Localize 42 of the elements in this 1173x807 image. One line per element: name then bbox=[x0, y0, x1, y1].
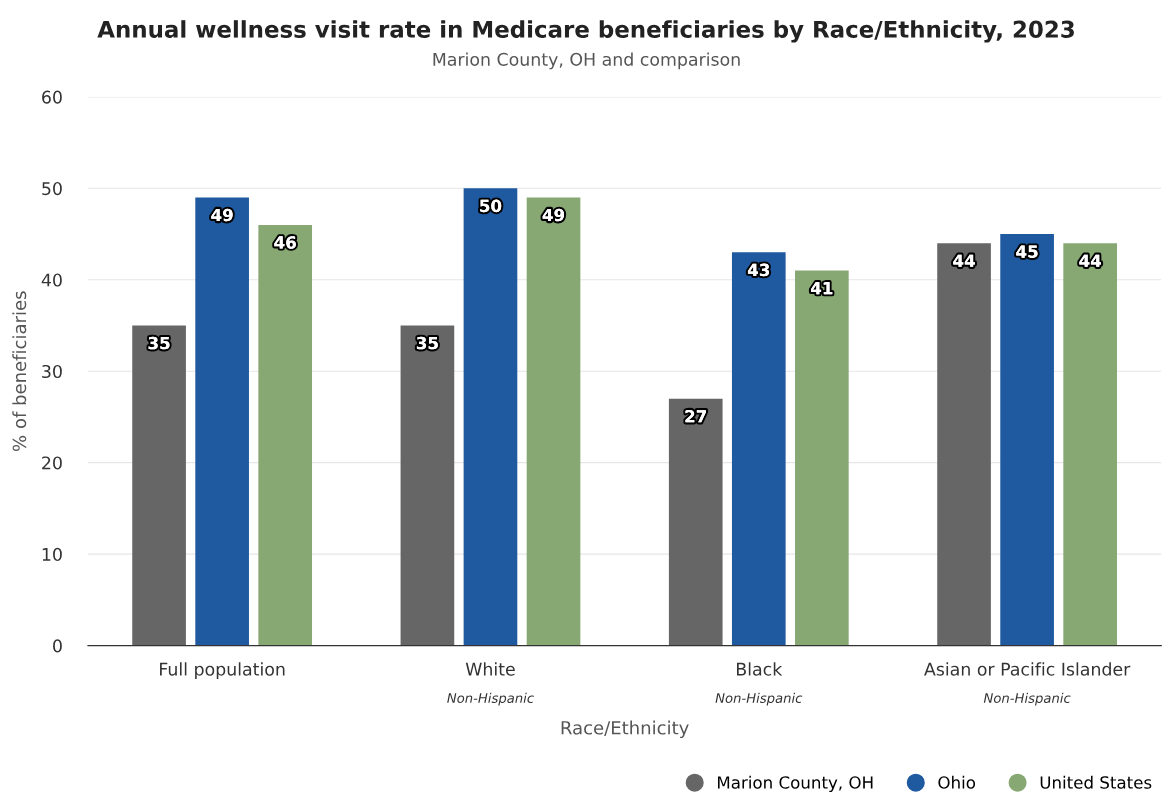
y-axis-title: % of beneficiaries bbox=[12, 291, 27, 451]
bar bbox=[258, 224, 313, 646]
y-tick-label: 20 bbox=[42, 456, 62, 470]
data-label: 50 bbox=[480, 199, 502, 213]
data-label: 27 bbox=[685, 409, 706, 423]
legend-label: Marion County, OH bbox=[718, 775, 873, 792]
bar bbox=[195, 197, 249, 646]
bar bbox=[1063, 243, 1117, 646]
data-label: 49 bbox=[211, 208, 233, 222]
y-tick-label: 60 bbox=[42, 90, 62, 104]
x-tick-label: Asian or Pacific Islander Non-Hispanic bbox=[924, 662, 1131, 706]
data-label: 35 bbox=[416, 336, 438, 350]
data-label: 35 bbox=[148, 336, 170, 350]
x-tick-label: Full population bbox=[160, 662, 285, 680]
y-tick-label: 50 bbox=[42, 182, 62, 196]
y-tick-label: 30 bbox=[42, 364, 62, 379]
x-tick-label: Black Non-Hispanic bbox=[715, 662, 803, 706]
y-tick-label: 40 bbox=[41, 273, 62, 287]
bar bbox=[400, 325, 455, 646]
data-label: 45 bbox=[1016, 245, 1038, 258]
chart-title: Annual wellness visit rate in Medicare beneficiaries by Race/Ethnicity, 2023 bbox=[97, 20, 1074, 43]
data-label: 43 bbox=[747, 263, 770, 277]
legend-label: United States bbox=[1040, 775, 1152, 789]
bar bbox=[937, 243, 991, 646]
bar bbox=[526, 197, 581, 646]
chart-subtitle: Marion County, OH and comparison bbox=[433, 52, 740, 70]
y-tick-label: 10 bbox=[42, 547, 62, 561]
y-tick-label: 0 bbox=[53, 639, 62, 653]
x-axis-title: Race/Ethnicity bbox=[561, 720, 689, 739]
bar bbox=[668, 398, 723, 646]
bar bbox=[463, 188, 518, 646]
x-tick-label: White Non-Hispanic bbox=[447, 662, 534, 706]
data-label: 44 bbox=[953, 254, 975, 267]
data-label: 41 bbox=[810, 282, 833, 295]
data-label: 49 bbox=[542, 208, 565, 222]
data-label: 46 bbox=[274, 236, 296, 249]
bar bbox=[731, 252, 786, 646]
data-label: 44 bbox=[1079, 254, 1101, 267]
legend-label: Ohio bbox=[938, 775, 976, 789]
bar bbox=[795, 270, 849, 646]
bar bbox=[132, 325, 186, 646]
bar bbox=[1000, 234, 1054, 646]
